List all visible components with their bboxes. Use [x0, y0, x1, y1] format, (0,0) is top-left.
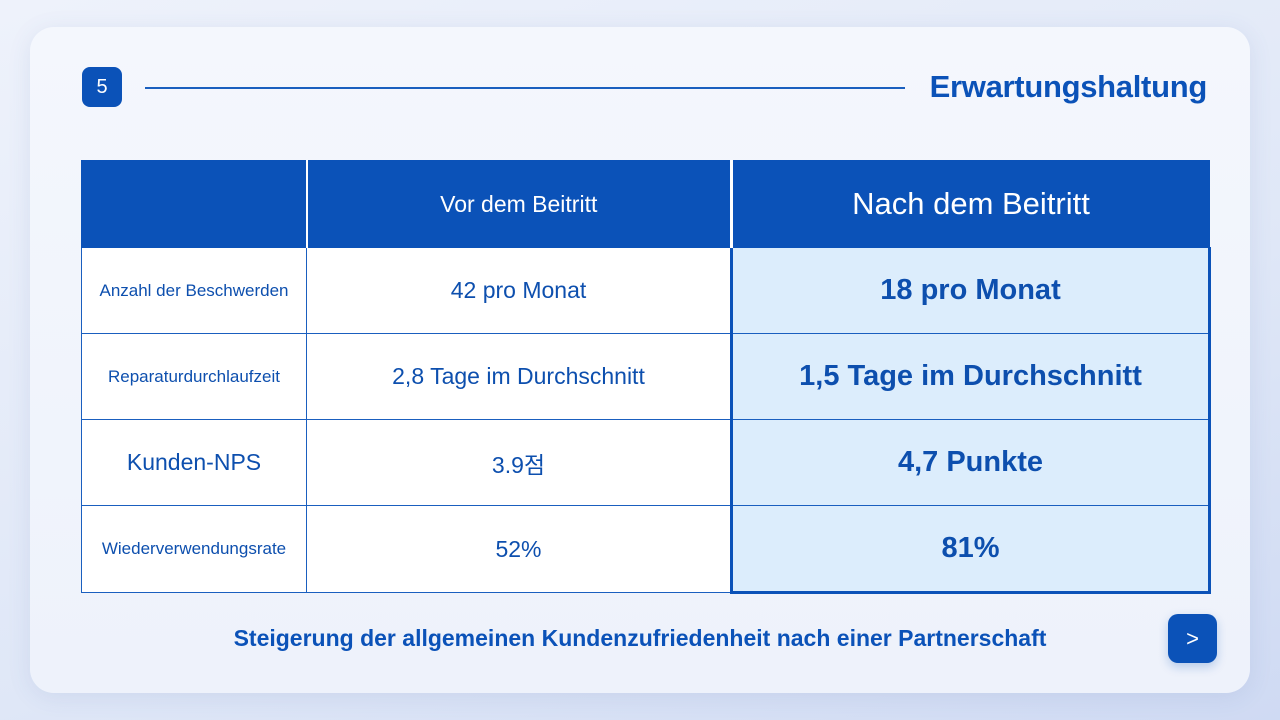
table-row: Wiederverwendungsrate 52% 81%	[81, 505, 1211, 594]
row-label: Kunden-NPS	[81, 419, 307, 506]
value-after: 4,7 Punkte	[730, 419, 1211, 506]
chevron-right-icon: >	[1186, 625, 1199, 651]
header-after: Nach dem Beitritt	[730, 160, 1210, 248]
table-row: Kunden-NPS 3.9점 4,7 Punkte	[81, 419, 1211, 506]
value-after: 18 pro Monat	[730, 247, 1211, 334]
value-after: 1,5 Tage im Durchschnitt	[730, 333, 1211, 420]
value-after: 81%	[730, 505, 1211, 594]
value-before: 2,8 Tage im Durchschnitt	[306, 333, 732, 420]
comparison-table: Vor dem Beitritt Nach dem Beitritt Anzah…	[81, 160, 1211, 594]
table-row: Reparaturdurchlaufzeit 2,8 Tage im Durch…	[81, 333, 1211, 420]
header-empty	[81, 160, 308, 248]
header-divider	[145, 87, 905, 89]
page-number-badge: 5	[82, 67, 122, 107]
value-before: 3.9점	[306, 419, 732, 506]
row-label: Wiederverwendungsrate	[81, 505, 307, 593]
row-label: Reparaturdurchlaufzeit	[81, 333, 307, 420]
value-before: 52%	[306, 505, 732, 593]
slide-title: Erwartungshaltung	[929, 69, 1208, 104]
table-row: Anzahl der Beschwerden 42 pro Monat 18 p…	[81, 247, 1211, 334]
next-slide-button[interactable]: >	[1168, 614, 1217, 663]
header-before: Vor dem Beitritt	[306, 160, 733, 248]
row-label: Anzahl der Beschwerden	[81, 247, 307, 334]
footer-summary: Steigerung der allgemeinen Kundenzufried…	[233, 625, 1047, 651]
value-before: 42 pro Monat	[306, 247, 732, 334]
table-header-row: Vor dem Beitritt Nach dem Beitritt	[81, 160, 1210, 248]
